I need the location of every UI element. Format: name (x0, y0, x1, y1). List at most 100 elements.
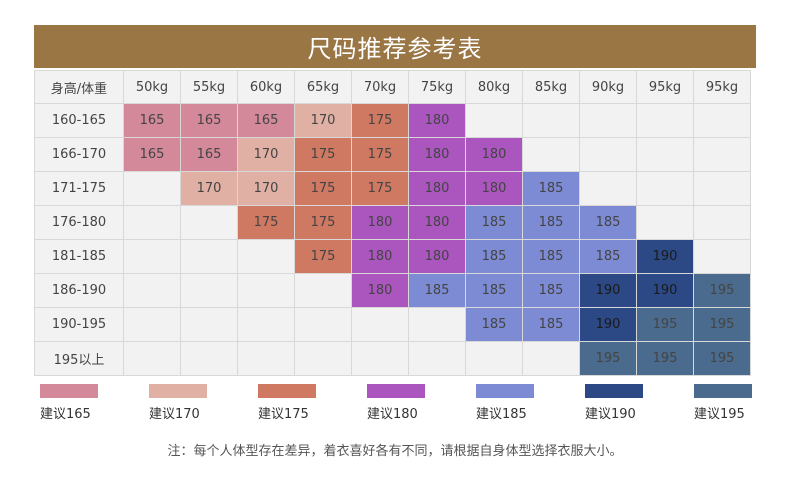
empty-cell (636, 103, 694, 138)
table-row: 176-180 175 175 180 180 185 185 185 (34, 205, 751, 240)
empty-cell (123, 205, 181, 240)
size-cell: 185 (579, 205, 637, 240)
size-cell: 175 (351, 171, 409, 206)
size-cell: 185 (465, 205, 523, 240)
size-cell: 165 (123, 137, 181, 172)
empty-cell (522, 137, 580, 172)
empty-cell (408, 307, 466, 342)
size-cell: 180 (408, 103, 466, 138)
size-cell: 170 (237, 171, 295, 206)
size-cell: 180 (408, 239, 466, 274)
legend-label: 建议180 (367, 407, 418, 422)
size-cell: 195 (693, 273, 751, 308)
legend-label: 建议165 (40, 407, 91, 422)
size-cell: 175 (294, 137, 352, 172)
size-cell: 195 (636, 307, 694, 342)
height-range-label: 171-175 (34, 171, 124, 206)
corner-header: 身高/体重 (34, 70, 124, 104)
empty-cell (351, 341, 409, 376)
weight-header: 85kg (522, 70, 580, 104)
size-cell: 185 (522, 307, 580, 342)
size-cell: 195 (693, 341, 751, 376)
legend-swatch (258, 384, 316, 398)
weight-header: 75kg (408, 70, 466, 104)
legend-label: 建议185 (476, 407, 527, 422)
empty-cell (123, 171, 181, 206)
height-range-label: 181-185 (34, 239, 124, 274)
size-cell: 190 (579, 273, 637, 308)
chart-title: 尺码推荐参考表 (34, 25, 756, 68)
size-cell: 185 (522, 273, 580, 308)
empty-cell (180, 341, 238, 376)
empty-cell (123, 307, 181, 342)
size-cell: 175 (351, 103, 409, 138)
legend-swatch (694, 384, 752, 398)
empty-cell (237, 239, 295, 274)
size-cell: 180 (351, 239, 409, 274)
size-cell: 185 (465, 307, 523, 342)
weight-header: 55kg (180, 70, 238, 104)
empty-cell (636, 205, 694, 240)
empty-cell (693, 103, 751, 138)
table-row: 186-190 180 185 185 185 190 190 195 (34, 273, 751, 308)
empty-cell (123, 239, 181, 274)
empty-cell (693, 171, 751, 206)
empty-cell (294, 273, 352, 308)
footnote: 注：每个人体型存在差异，着衣喜好各有不同，请根据自身体型选择衣服大小。 (167, 444, 623, 459)
legend-swatch (585, 384, 643, 398)
empty-cell (294, 307, 352, 342)
empty-cell (579, 171, 637, 206)
legend-label: 建议175 (258, 407, 309, 422)
size-cell: 180 (465, 137, 523, 172)
table-header-row: 身高/体重 50kg 55kg 60kg 65kg 70kg 75kg 80kg… (34, 70, 751, 104)
size-cell: 185 (408, 273, 466, 308)
empty-cell (237, 341, 295, 376)
height-range-label: 190-195 (34, 307, 124, 342)
size-cell: 195 (579, 341, 637, 376)
size-cell: 165 (123, 103, 181, 138)
empty-cell (693, 137, 751, 172)
weight-header: 70kg (351, 70, 409, 104)
size-cell: 170 (237, 137, 295, 172)
table-row: 190-195 185 185 190 195 195 (34, 307, 751, 342)
size-cell: 185 (465, 273, 523, 308)
empty-cell (465, 103, 523, 138)
height-range-label: 160-165 (34, 103, 124, 138)
size-cell: 175 (294, 239, 352, 274)
size-cell: 180 (408, 205, 466, 240)
legend-item: 建议190 (585, 384, 655, 422)
empty-cell (180, 273, 238, 308)
empty-cell (237, 273, 295, 308)
size-cell: 180 (465, 171, 523, 206)
size-cell: 185 (522, 171, 580, 206)
height-range-label: 176-180 (34, 205, 124, 240)
weight-header: 60kg (237, 70, 295, 104)
height-range-label: 195以上 (34, 341, 124, 376)
empty-cell (180, 205, 238, 240)
size-cell: 170 (180, 171, 238, 206)
size-cell: 185 (522, 239, 580, 274)
empty-cell (693, 205, 751, 240)
size-cell: 190 (636, 273, 694, 308)
size-cell: 165 (180, 137, 238, 172)
empty-cell (294, 341, 352, 376)
weight-header: 90kg (579, 70, 637, 104)
size-cell: 170 (294, 103, 352, 138)
legend-swatch (149, 384, 207, 398)
size-cell: 175 (294, 171, 352, 206)
size-cell: 175 (351, 137, 409, 172)
size-recommendation-table: 身高/体重 50kg 55kg 60kg 65kg 70kg 75kg 80kg… (34, 70, 751, 376)
empty-cell (579, 103, 637, 138)
size-cell: 185 (465, 239, 523, 274)
legend: 建议165 建议170 建议175 建议180 建议185 建议190 建议195 (34, 384, 756, 426)
size-cell: 180 (408, 171, 466, 206)
legend-item: 建议165 (40, 384, 110, 422)
legend-item: 建议180 (367, 384, 437, 422)
empty-cell (351, 307, 409, 342)
empty-cell (693, 239, 751, 274)
weight-header: 50kg (123, 70, 181, 104)
legend-item: 建议195 (694, 384, 764, 422)
legend-item: 建议175 (258, 384, 328, 422)
table-row: 181-185 175 180 180 185 185 185 190 (34, 239, 751, 274)
legend-swatch (367, 384, 425, 398)
